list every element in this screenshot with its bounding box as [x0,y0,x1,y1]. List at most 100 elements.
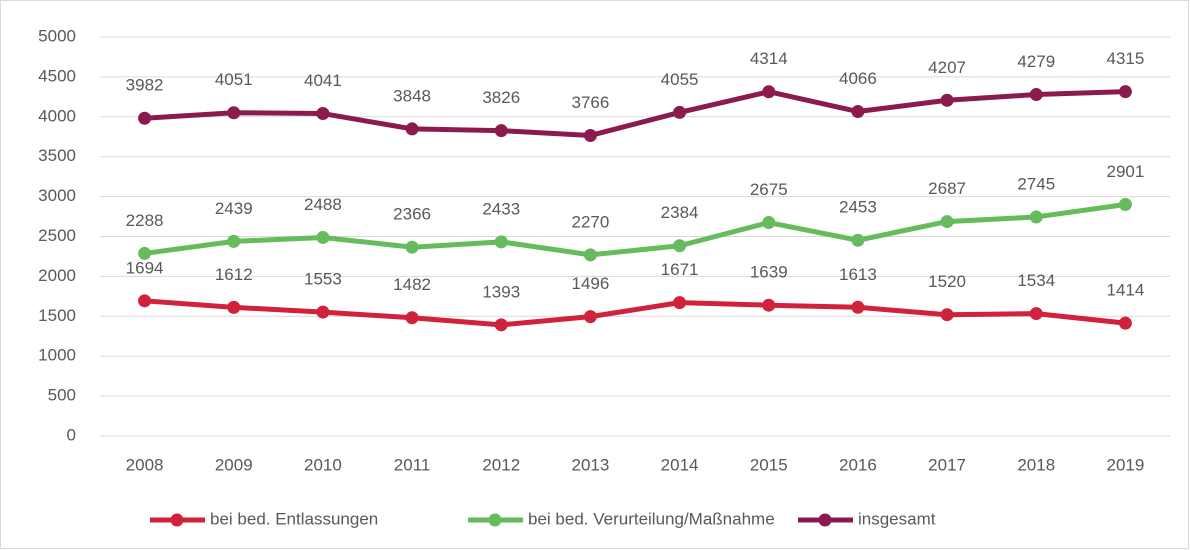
data-label: 1520 [928,272,966,291]
data-point [405,311,419,325]
data-point [583,310,597,324]
data-label: 1414 [1107,281,1145,300]
data-label: 4207 [928,58,966,77]
data-label: 1482 [393,275,431,294]
data-point [940,308,954,322]
x-tick-label: 2014 [661,455,699,474]
data-point [851,233,865,247]
data-label: 2687 [928,179,966,198]
data-label: 1612 [215,265,253,284]
y-tick-label: 2000 [38,266,76,285]
data-point [940,93,954,107]
y-tick-label: 4500 [38,66,76,85]
data-label: 2901 [1107,162,1145,181]
data-label: 2433 [482,199,520,218]
data-point [1118,316,1132,330]
x-tick-label: 2010 [304,455,342,474]
data-label: 1694 [126,258,164,277]
data-label: 2745 [1017,174,1055,193]
legend-marker [170,513,184,527]
x-tick-label: 2012 [482,455,520,474]
x-tick-label: 2011 [394,455,431,474]
data-label: 2453 [839,198,877,217]
data-label: 4041 [304,71,342,90]
data-label: 2384 [661,203,699,222]
y-tick-label: 0 [67,425,76,444]
y-tick-label: 1500 [38,306,76,325]
data-point [138,294,152,308]
data-label: 4051 [215,70,253,89]
legend-marker [488,513,502,527]
x-tick-label: 2019 [1107,455,1145,474]
data-label: 2488 [304,195,342,214]
y-tick-label: 1000 [38,346,76,365]
data-point [494,318,508,332]
series-line [144,298,1126,328]
data-point [316,107,330,121]
data-point [673,296,687,310]
data-label: 2675 [750,180,788,199]
data-point [851,300,865,314]
data-point [316,305,330,319]
legend-label: bei bed. Verurteilung/Maßnahme [528,509,775,528]
data-point [762,216,776,230]
data-label: 1553 [304,270,342,289]
y-tick-label: 500 [48,386,76,405]
legend-label: bei bed. Entlassungen [210,509,378,528]
y-tick-label: 2500 [38,226,76,245]
data-point [138,111,152,125]
data-point [940,215,954,229]
data-point [583,128,597,142]
data-point [227,106,241,120]
series-line [144,202,1126,258]
data-point [762,298,776,312]
data-point [673,239,687,253]
legend-marker [818,513,832,527]
x-tick-label: 2009 [215,455,253,474]
data-point [316,230,330,244]
data-label: 1393 [482,282,520,301]
data-point [405,122,419,136]
data-label: 1534 [1017,271,1055,290]
data-label: 2288 [126,211,164,230]
data-label: 3982 [126,76,164,95]
data-label: 3848 [393,86,431,105]
data-point [227,300,241,314]
data-label: 3826 [482,88,520,107]
data-label: 1613 [839,265,877,284]
y-tick-label: 5000 [38,26,76,45]
data-label: 1496 [572,274,610,293]
data-label: 4279 [1017,52,1055,71]
x-tick-label: 2017 [928,455,966,474]
data-label: 2366 [393,205,431,224]
data-point [405,240,419,254]
legend-label: insgesamt [858,509,936,528]
series-line [144,89,1126,138]
data-label: 3766 [572,93,610,112]
data-point [851,105,865,119]
data-label: 4055 [661,70,699,89]
data-point [1118,198,1132,212]
data-point [1118,85,1132,99]
data-label: 2270 [572,212,610,231]
data-label: 1639 [750,263,788,282]
data-label: 4066 [839,69,877,88]
x-tick-label: 2008 [126,455,164,474]
data-point [494,235,508,249]
data-point [583,248,597,262]
x-tick-label: 2013 [572,455,610,474]
data-point [1029,88,1043,102]
x-tick-label: 2015 [750,455,788,474]
data-label: 2439 [215,199,253,218]
data-point [227,234,241,248]
y-tick-label: 3000 [38,186,76,205]
data-label: 4315 [1107,49,1145,68]
data-label: 1671 [661,260,699,279]
data-point [1029,210,1043,224]
data-point [1029,307,1043,321]
y-tick-label: 3500 [38,146,76,165]
y-tick-label: 4000 [38,106,76,125]
